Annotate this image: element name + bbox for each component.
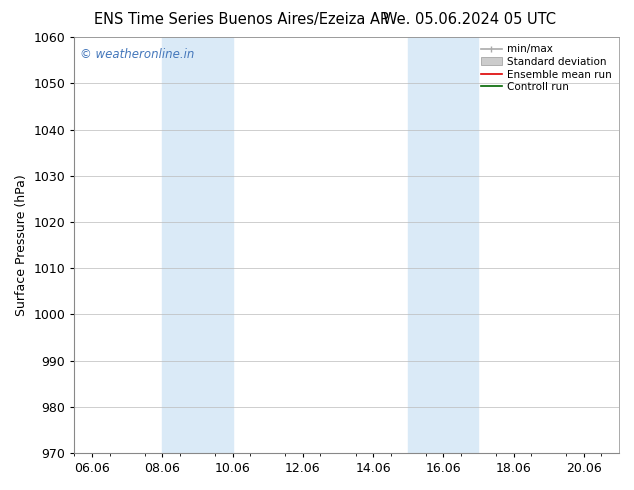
- Bar: [162, 37, 233, 453]
- Legend: min/max, Standard deviation, Ensemble mean run, Controll run: min/max, Standard deviation, Ensemble me…: [477, 40, 616, 97]
- Text: © weatheronline.in: © weatheronline.in: [80, 48, 194, 61]
- Text: ENS Time Series Buenos Aires/Ezeiza AP: ENS Time Series Buenos Aires/Ezeiza AP: [94, 12, 388, 27]
- Y-axis label: Surface Pressure (hPa): Surface Pressure (hPa): [15, 174, 28, 316]
- Bar: [408, 37, 479, 453]
- Text: We. 05.06.2024 05 UTC: We. 05.06.2024 05 UTC: [383, 12, 555, 27]
